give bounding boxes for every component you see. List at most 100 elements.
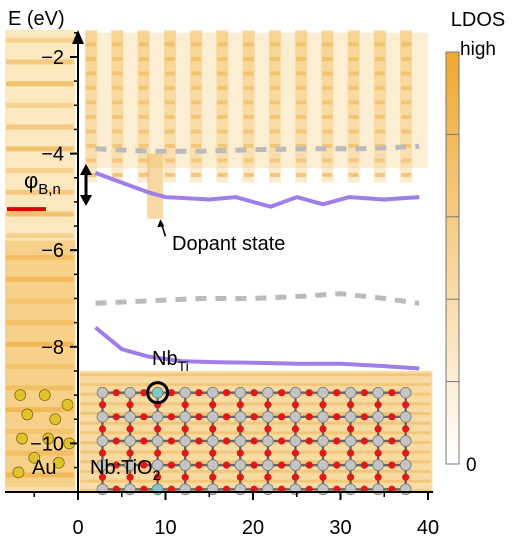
ti-atom [179, 459, 191, 471]
heat-upper-dot [348, 114, 359, 119]
heat-upper-dot [401, 71, 412, 76]
ti-atom [206, 411, 219, 423]
oxygen-atom [112, 461, 120, 469]
y-ticks: −2 −4 −6 −8 −10 [30, 32, 78, 493]
oxygen-atom [388, 389, 396, 397]
heat-dopant-tail [147, 153, 164, 219]
oxygen-atom [98, 425, 107, 433]
ti-atom [124, 386, 136, 399]
heat-upper-dot [243, 172, 254, 177]
heat-upper-dot [374, 129, 385, 134]
heat-upper-dot [322, 42, 333, 47]
x-ticks: 0 10 20 30 40 [33, 492, 439, 539]
heat-upper-dot [243, 71, 254, 76]
oxygen-atom [222, 437, 231, 445]
oxygen-atom [402, 401, 410, 409]
heat-upper-dot [164, 71, 175, 76]
heat-upper-dot [322, 172, 333, 177]
heat-upper-dot [296, 114, 307, 119]
oxygen-atom [291, 449, 300, 457]
heat-lower-stripe [81, 499, 431, 502]
heat-upper-dot [112, 42, 123, 47]
heat-upper-dot [86, 158, 97, 163]
nb-atom [151, 386, 164, 399]
ti-atom [262, 386, 274, 399]
nb-ti-label: NbTi [152, 348, 189, 374]
heat-upper-dot [217, 114, 228, 119]
oxygen-atom [333, 413, 341, 421]
heat-upper-dot [164, 100, 175, 105]
au-atom [61, 398, 74, 411]
oxygen-atom [112, 389, 120, 397]
oxygen-atom [209, 401, 217, 409]
oxygen-atom [236, 449, 244, 457]
heat-upper-dot [401, 100, 412, 105]
heat-upper-dot [322, 57, 333, 61]
heat-upper-dot [86, 71, 97, 76]
ti-atom [289, 411, 302, 423]
ti-atom [234, 483, 247, 496]
heat-metal-stripe [6, 385, 74, 391]
nb-atom [151, 483, 164, 496]
oxygen-atom [209, 449, 217, 457]
heat-metal-stripe [6, 341, 74, 347]
ti-atom [372, 483, 384, 496]
heat-upper-dot [217, 71, 228, 76]
oxygen-atom [181, 449, 189, 457]
heat-upper-dot [269, 100, 280, 105]
oxygen-atom [181, 425, 189, 433]
heat-metal-stripe [6, 146, 74, 152]
heat-upper-dot [296, 71, 307, 76]
heat-upper-dot [348, 143, 359, 148]
heat-upper-dot [112, 129, 123, 134]
ti-atom [262, 459, 274, 471]
heat-metal-stripe [6, 37, 74, 43]
heat-upper-dot [164, 114, 175, 119]
heat-lower-stripe [80, 383, 431, 387]
heat-upper-dot [191, 129, 202, 134]
annotations: φB,n Dopant state NbTi Au Nb:TiO2 [7, 164, 285, 483]
ti-atom [262, 435, 274, 447]
heat-upper-dot [348, 42, 359, 47]
barrier-arrow-down-head [80, 195, 92, 206]
oxygen-atom [374, 425, 382, 433]
oxygen-atom [140, 461, 148, 469]
oxygen-atom [291, 425, 300, 433]
ti-atom [399, 483, 412, 496]
oxygen-atom [167, 461, 176, 469]
ti-atom [344, 411, 357, 423]
oxygen-atom [346, 473, 355, 481]
heat-upper-dot [401, 172, 412, 177]
heat-upper-dot [296, 42, 307, 47]
y-axis-arrow [72, 30, 84, 44]
oxygen-atom [250, 413, 258, 421]
oxygen-atom [112, 413, 120, 421]
oxygen-atom [236, 473, 244, 481]
heat-upper-dot [243, 42, 254, 47]
ti-atom [344, 435, 357, 447]
oxygen-atom [154, 449, 162, 457]
au-atom [42, 432, 55, 445]
oxygen-atom [360, 437, 368, 445]
oxygen-atom [305, 437, 313, 445]
oxygen-atom [333, 461, 341, 469]
solid-band-edge-curve [94, 171, 420, 209]
ti-atom [262, 483, 274, 496]
heat-upper-dot [112, 143, 123, 148]
ti-atom [234, 435, 247, 447]
ti-atom [262, 411, 274, 423]
heat-upper-dot [348, 158, 359, 163]
ti-atom [179, 386, 191, 399]
heat-metal-stripe [6, 363, 74, 369]
colorbar: LDOS high 0 [445, 9, 505, 476]
oxygen-atom [264, 401, 272, 409]
heat-upper-dot [348, 172, 359, 177]
heat-upper-dot [164, 42, 175, 47]
ti-atom [399, 386, 412, 399]
heat-upper-dot [138, 129, 149, 134]
ti-atom [124, 411, 136, 423]
oxygen-atom [222, 413, 231, 421]
heat-upper-dot [164, 129, 175, 134]
oxygen-atom [222, 461, 231, 469]
oxygen-atom [346, 449, 355, 457]
